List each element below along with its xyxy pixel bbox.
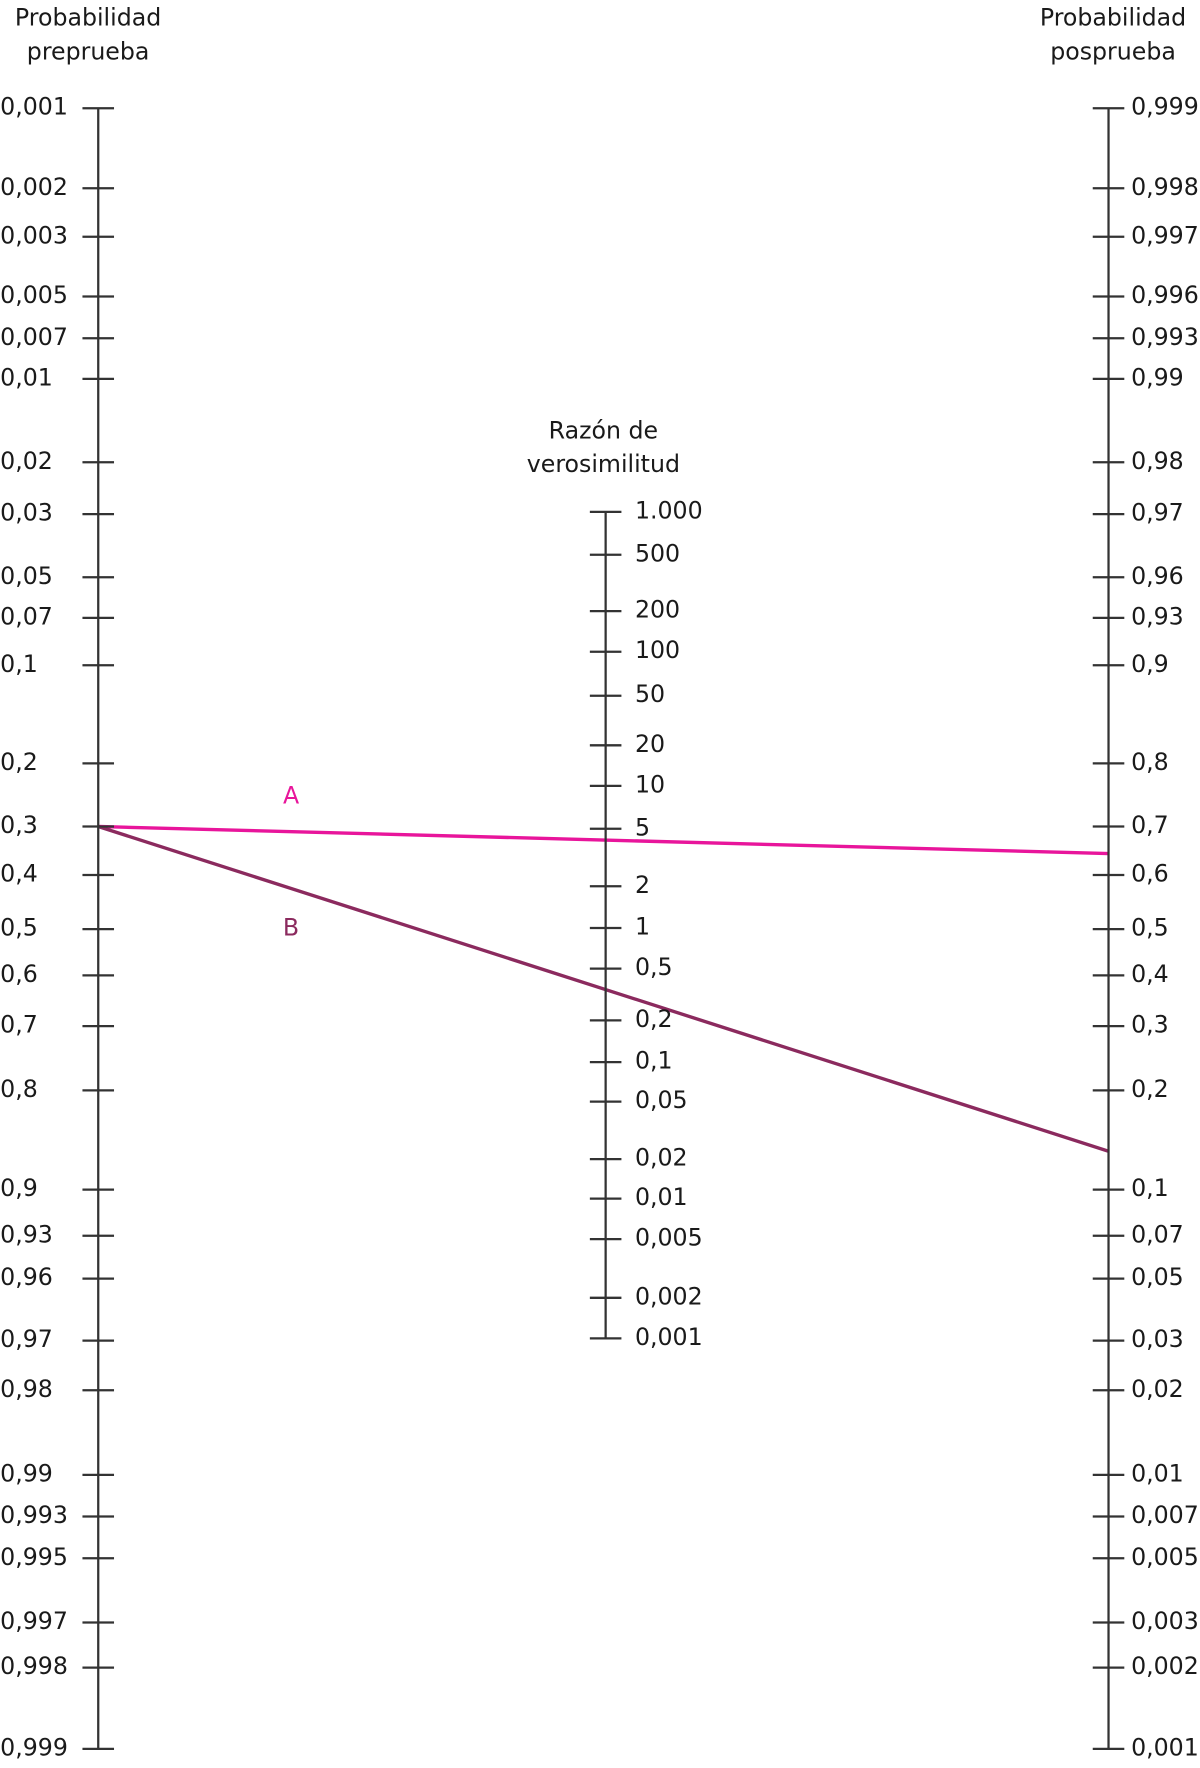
line-a — [98, 824, 1109, 856]
tick-label: 0,98 — [1131, 447, 1184, 475]
tick-label: 20 — [635, 730, 665, 758]
tick-label: 0,005 — [0, 281, 68, 309]
tick-label: 0,005 — [635, 1224, 703, 1252]
tick-label: 0,96 — [1131, 562, 1184, 590]
tick-label: 2 — [635, 871, 650, 899]
tick-label: 0,99 — [0, 1459, 53, 1487]
tick-label: 50 — [635, 680, 665, 708]
tick-label: 0,05 — [1131, 1263, 1184, 1291]
tick-label: 0,001 — [1131, 1733, 1199, 1761]
tick-label: 0,5 — [635, 953, 673, 981]
tick-label: 0,001 — [0, 93, 68, 121]
tick-label: 0,99 — [1131, 363, 1184, 391]
tick-label: 0,02 — [0, 447, 53, 475]
axis-title: verosimilitud — [527, 450, 680, 478]
tick-label: 0,4 — [1131, 960, 1169, 988]
tick-label: 0,3 — [0, 811, 38, 839]
tick-label: 0,993 — [1131, 323, 1199, 351]
tick-label: 0,5 — [0, 914, 38, 942]
tick-label: 0,003 — [1131, 1607, 1199, 1635]
tick-label: 0,07 — [1131, 1220, 1184, 1248]
tick-label: 0,002 — [1131, 1652, 1199, 1680]
tick-label: 0,01 — [1131, 1459, 1184, 1487]
tick-label: 0,995 — [0, 1543, 68, 1571]
tick-label: 0,07 — [0, 602, 53, 630]
tick-label: 0,03 — [0, 499, 53, 527]
tick-label: 0,7 — [1131, 811, 1169, 839]
axis-title: posprueba — [1050, 37, 1176, 65]
tick-label: 0,001 — [635, 1323, 703, 1351]
axis-title: Razón de — [549, 416, 658, 444]
tick-label: 0,5 — [1131, 914, 1169, 942]
tick-label: 0,01 — [635, 1183, 688, 1211]
tick-label: 0,002 — [0, 173, 68, 201]
axis-title: Probabilidad — [1040, 4, 1186, 32]
tick-label: 0,05 — [0, 562, 53, 590]
tick-label: 100 — [635, 636, 680, 664]
axis-title: preprueba — [27, 37, 150, 65]
axis-title: Probabilidad — [15, 4, 161, 32]
tick-label: 0,02 — [635, 1144, 688, 1172]
tick-label: 0,993 — [0, 1501, 68, 1529]
tick-label: 0,6 — [0, 960, 38, 988]
tick-label: 0,3 — [1131, 1011, 1169, 1039]
tick-label: 0,2 — [635, 1005, 673, 1033]
tick-label: 0,997 — [0, 1607, 68, 1635]
tick-label: 0,98 — [0, 1375, 53, 1403]
tick-label: 0,8 — [0, 1075, 38, 1103]
tick-label: 500 — [635, 539, 680, 567]
tick-label: 0,96 — [0, 1263, 53, 1291]
tick-label: 0,998 — [1131, 173, 1199, 201]
tick-label: 0,03 — [1131, 1325, 1184, 1353]
line-a-label: A — [283, 782, 299, 810]
tick-label: 0,6 — [1131, 859, 1169, 887]
tick-label: 0,2 — [1131, 1075, 1169, 1103]
tick-label: 0,002 — [635, 1282, 703, 1310]
tick-label: 0,003 — [0, 221, 68, 249]
tick-label: 0,8 — [1131, 748, 1169, 776]
tick-label: 0,93 — [0, 1220, 53, 1248]
tick-label: 0,9 — [1131, 650, 1169, 678]
tick-label: 0,2 — [0, 748, 38, 776]
tick-label: 0,01 — [0, 363, 53, 391]
tick-label: 1.000 — [635, 496, 703, 524]
tick-label: 0,02 — [1131, 1375, 1184, 1403]
line-b-label: B — [283, 914, 299, 942]
tick-label: 0,05 — [635, 1086, 688, 1114]
tick-label: 200 — [635, 596, 680, 624]
tick-label: 0,996 — [1131, 281, 1199, 309]
tick-label: 0,7 — [0, 1011, 38, 1039]
tick-label: 0,007 — [0, 323, 68, 351]
tick-label: 0,999 — [1131, 93, 1199, 121]
tick-label: 0,1 — [635, 1047, 673, 1075]
tick-label: 0,998 — [0, 1652, 68, 1680]
tick-label: 0,9 — [0, 1174, 38, 1202]
tick-label: 0,005 — [1131, 1543, 1199, 1571]
tick-label: 0,4 — [0, 859, 38, 887]
tick-label: 0,93 — [1131, 602, 1184, 630]
tick-label: 5 — [635, 813, 650, 841]
tick-label: 0,997 — [1131, 221, 1199, 249]
tick-label: 0,1 — [0, 650, 38, 678]
tick-label: 0,007 — [1131, 1501, 1199, 1529]
tick-label: 0,1 — [1131, 1174, 1169, 1202]
tick-label: 0,97 — [1131, 499, 1184, 527]
tick-label: 0,999 — [0, 1733, 68, 1761]
line-b — [97, 824, 1110, 1153]
tick-label: 10 — [635, 770, 665, 798]
tick-label: 0,97 — [0, 1325, 53, 1353]
tick-label: 1 — [635, 912, 650, 940]
